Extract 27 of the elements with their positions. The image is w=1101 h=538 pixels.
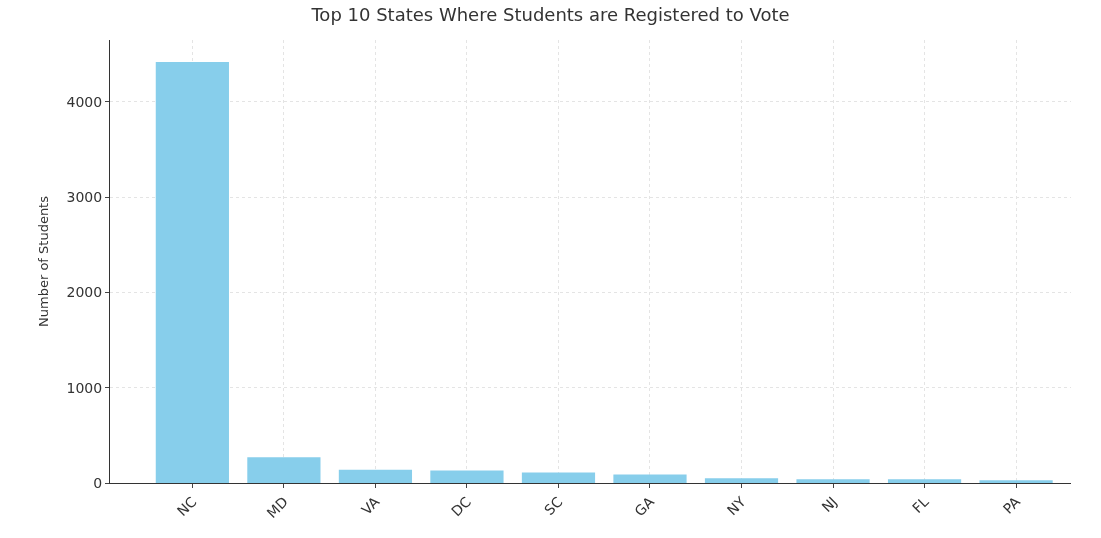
y-axis-title: Number of Students <box>35 195 51 327</box>
x-tick-label: SC <box>541 493 566 519</box>
x-tick-label: NC <box>173 493 200 520</box>
chart-title: Top 10 States Where Students are Registered to Vote <box>310 3 790 25</box>
bar <box>887 479 962 483</box>
y-tick-label: 3000 <box>66 189 103 206</box>
bar <box>704 478 779 483</box>
x-tick-label: DC <box>448 493 475 520</box>
x-tick-label: GA <box>631 493 658 520</box>
x-tick-label: PA <box>999 493 1024 517</box>
y-tick-label: 1000 <box>66 379 103 396</box>
y-tick-label: 4000 <box>66 93 103 110</box>
bar <box>613 474 687 483</box>
x-tick-label: NJ <box>818 493 841 516</box>
x-tick-label: VA <box>358 493 383 518</box>
x-tick-label: FL <box>909 493 932 517</box>
x-tick-label: MD <box>263 493 291 522</box>
bar <box>338 469 413 483</box>
bar <box>979 480 1053 483</box>
y-tick-label: 0 <box>93 474 103 491</box>
bar <box>430 470 504 483</box>
bar <box>796 479 870 483</box>
y-tick-label: 2000 <box>66 284 103 301</box>
bar <box>247 457 321 483</box>
bar <box>155 61 229 483</box>
bar <box>521 472 596 483</box>
x-tick-label: NY <box>723 493 749 519</box>
